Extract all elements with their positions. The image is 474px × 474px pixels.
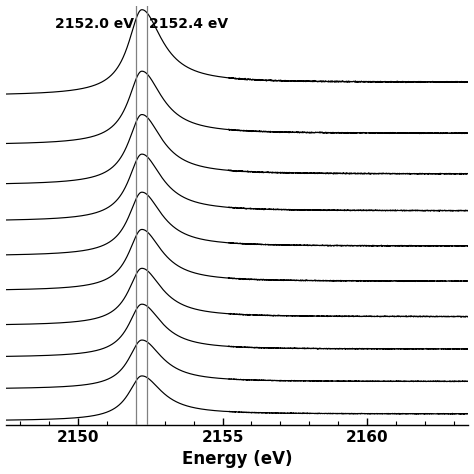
- X-axis label: Energy (eV): Energy (eV): [182, 450, 292, 468]
- Text: 2152.4 eV: 2152.4 eV: [149, 17, 228, 31]
- Text: 2152.0 eV: 2152.0 eV: [55, 17, 134, 31]
